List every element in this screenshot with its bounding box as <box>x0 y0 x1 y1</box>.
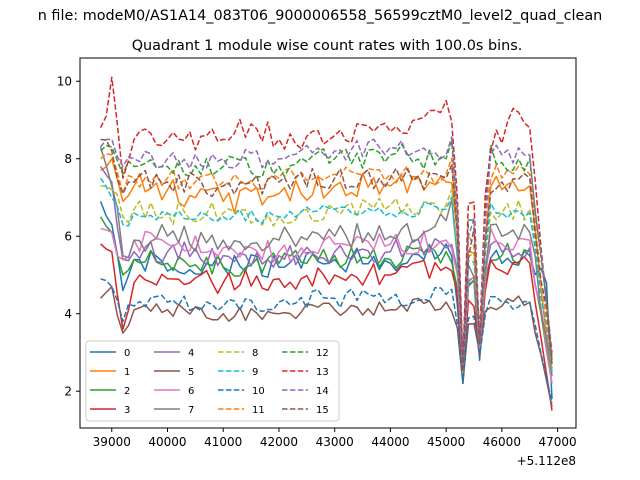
chart-title: Quadrant 1 module wise count rates with … <box>132 38 523 54</box>
x-tick-label: 42000 <box>260 435 298 449</box>
x-tick-label: 44000 <box>371 435 409 449</box>
series-line-15 <box>100 138 553 373</box>
x-tick-label: 45000 <box>427 435 465 449</box>
x-offset-label: +5.112e8 <box>517 454 576 468</box>
y-tick-label: 10 <box>57 75 72 89</box>
legend-label: 2 <box>124 386 130 397</box>
figure-suptitle: n file: modeM0/AS1A14_083T06_9000006558_… <box>38 8 603 24</box>
legend-label: 14 <box>316 386 329 397</box>
y-tick-label: 8 <box>64 152 72 166</box>
x-axis: 39000 40000 41000 42000 43000 44000 45000 46000… <box>93 428 577 449</box>
legend-label: 11 <box>252 405 265 416</box>
series-line-10 <box>100 278 553 403</box>
x-tick-label: 40000 <box>148 435 186 449</box>
legend-label: 13 <box>316 367 329 378</box>
legend-frame <box>85 340 340 422</box>
plot-frame <box>79 57 577 429</box>
legend-label: 6 <box>188 386 194 397</box>
legend-label: 12 <box>316 348 329 359</box>
x-tick-label: 46000 <box>483 435 521 449</box>
x-tick-label: 43000 <box>316 435 354 449</box>
x-tick-label: 47000 <box>539 435 577 449</box>
y-tick-label: 6 <box>64 230 72 244</box>
legend-label: 10 <box>252 386 265 397</box>
legend-label: 15 <box>316 405 329 416</box>
legend-label: 7 <box>188 405 194 416</box>
y-tick-label: 4 <box>64 307 72 321</box>
x-tick-label: 39000 <box>93 435 131 449</box>
legend-label: 4 <box>188 348 194 359</box>
y-tick-label: 2 <box>64 385 72 399</box>
series-layer <box>99 76 553 411</box>
series-line-11 <box>100 153 553 373</box>
legend-label: 9 <box>252 367 258 378</box>
y-axis: 2 4 6 8 10 <box>57 75 80 399</box>
legend-label: 1 <box>124 367 130 378</box>
legend-label: 5 <box>188 367 194 378</box>
legend-label: 8 <box>252 348 258 359</box>
legend-label: 3 <box>124 405 130 416</box>
legend-label: 0 <box>124 348 130 359</box>
x-tick-label: 41000 <box>204 435 242 449</box>
